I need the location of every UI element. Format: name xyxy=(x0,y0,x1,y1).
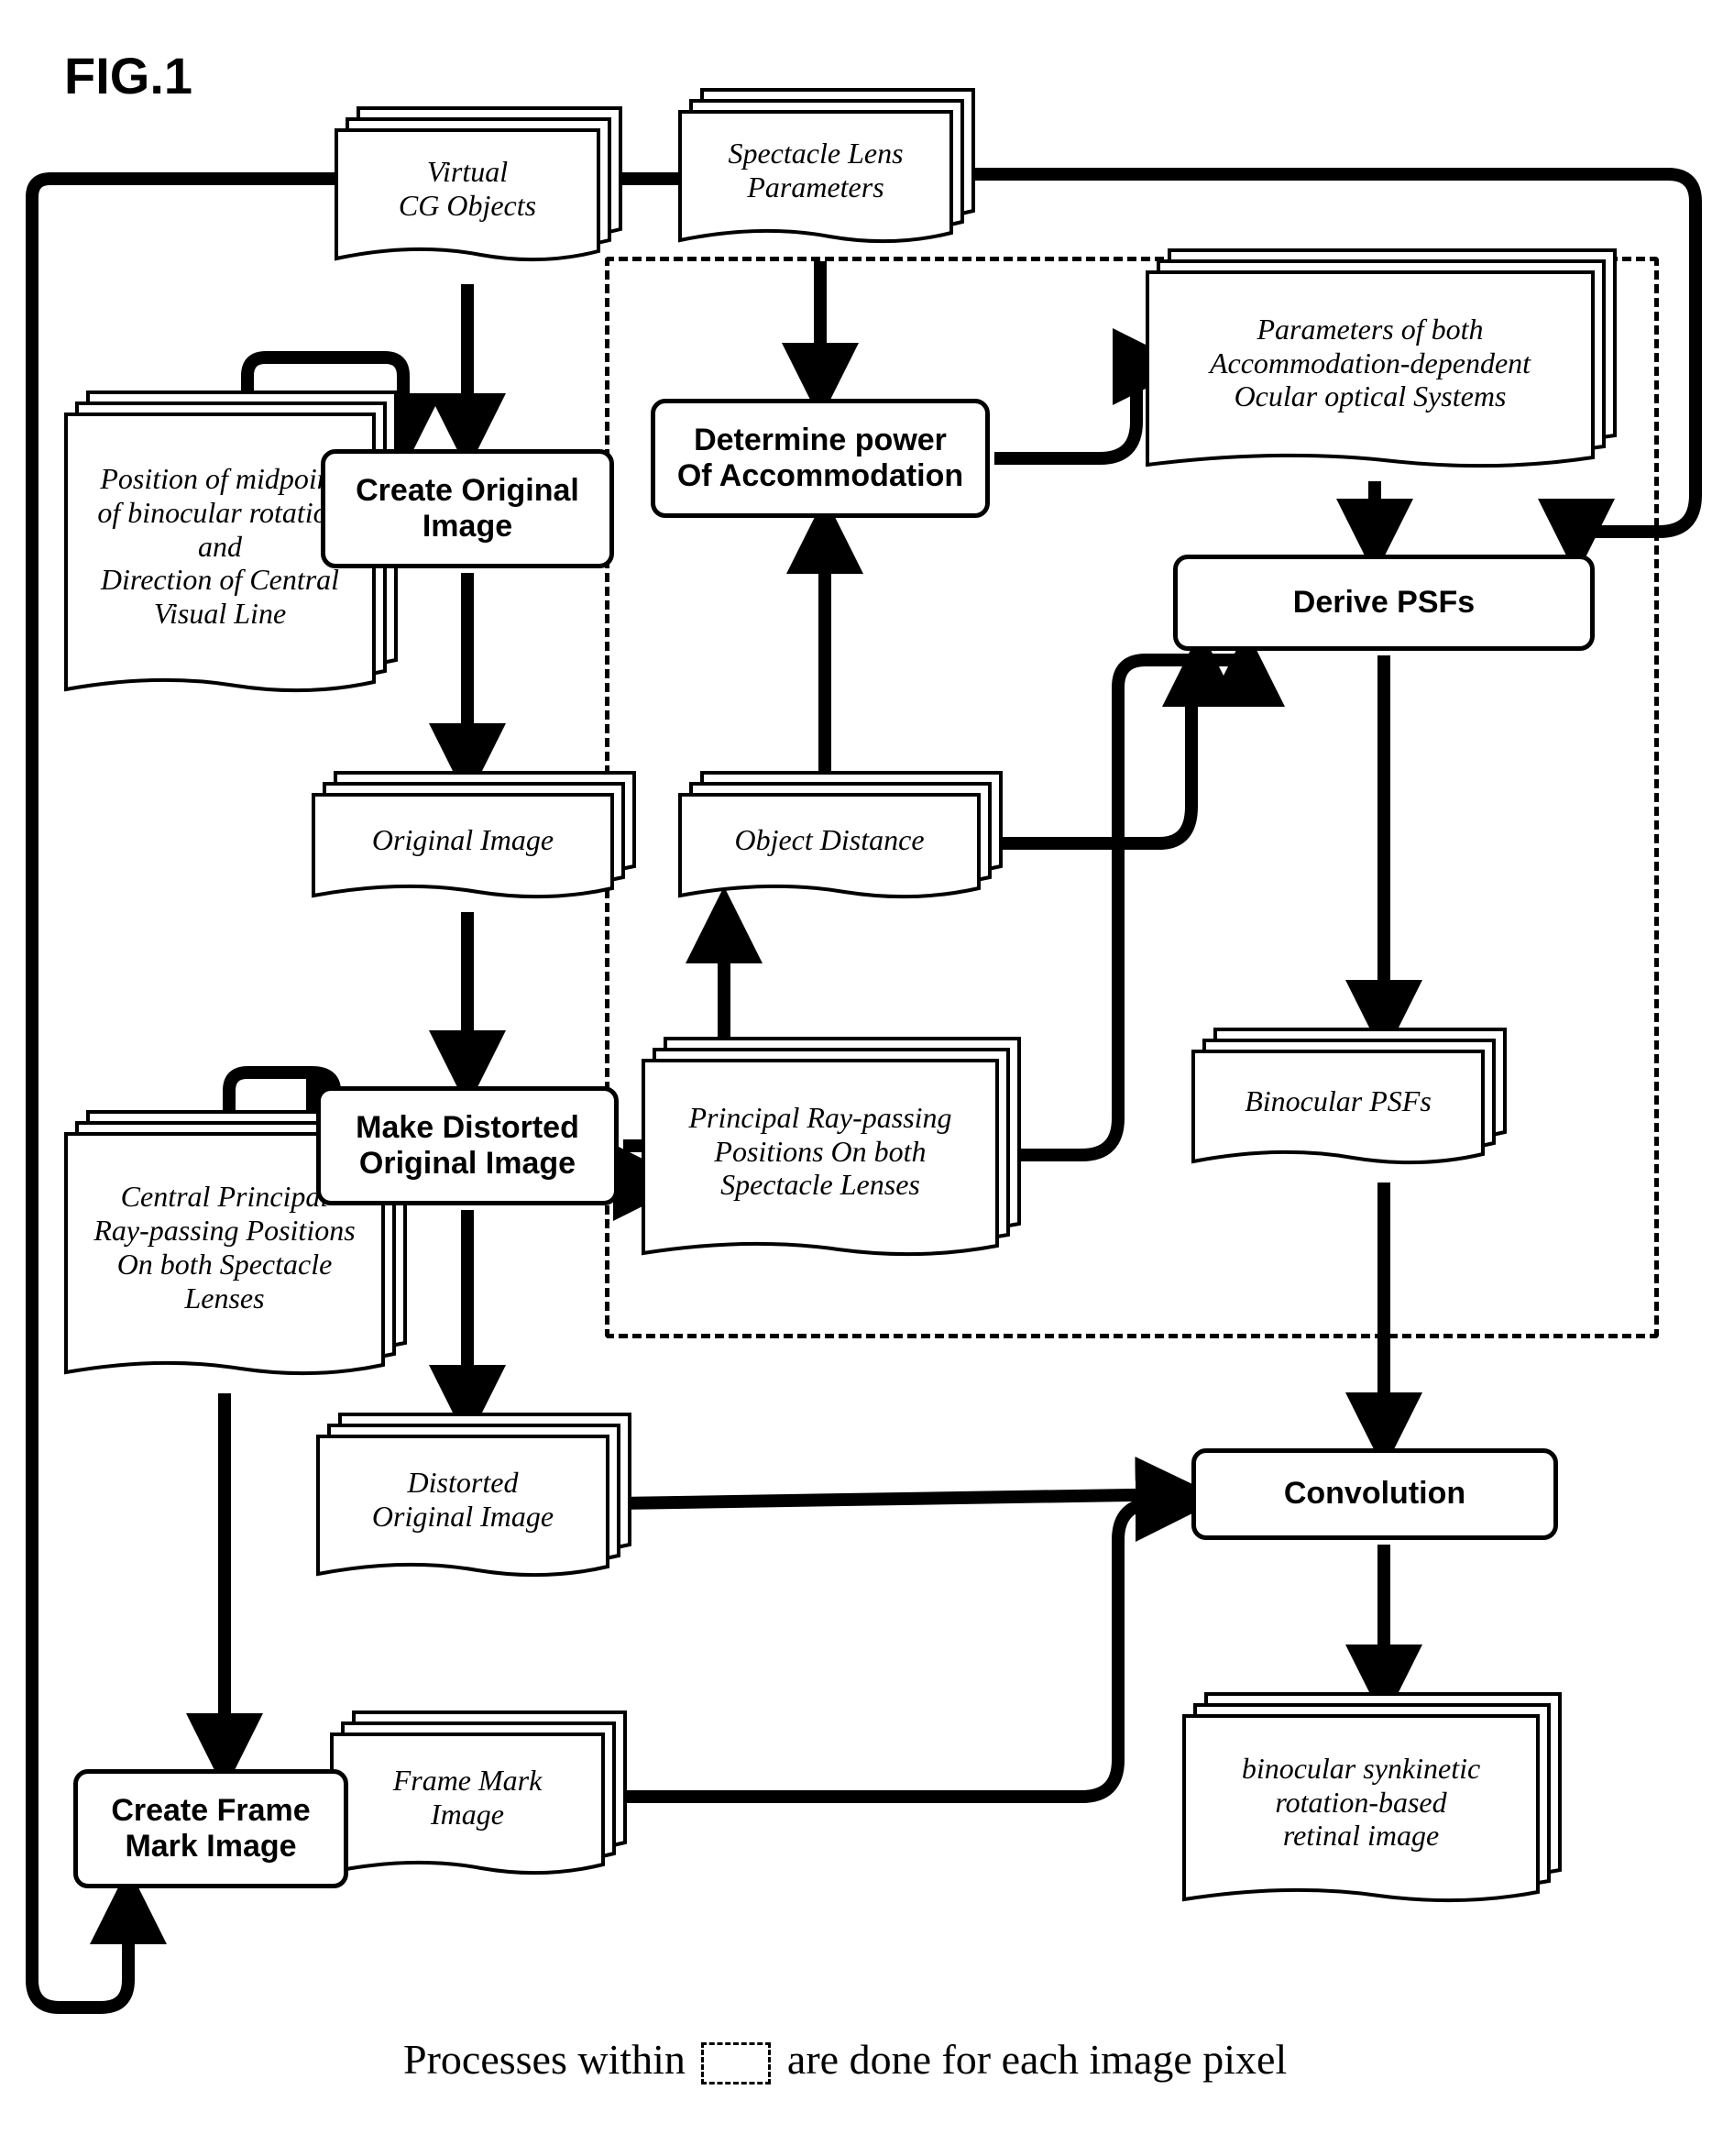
caption-suffix: are done for each image pixel xyxy=(787,2036,1287,2083)
node-distorted_orig: DistortedOriginal Image xyxy=(316,1435,609,1572)
object_distance-label: Object Distance xyxy=(678,793,981,894)
distorted_orig-label: DistortedOriginal Image xyxy=(316,1435,609,1572)
caption-prefix: Processes within xyxy=(403,2036,686,2083)
node-make_distorted: Make DistortedOriginal Image xyxy=(316,1086,619,1205)
node-object_distance: Object Distance xyxy=(678,793,981,894)
node-create_original: Create OriginalImage xyxy=(321,449,614,568)
node-derive_psf: Derive PSFs xyxy=(1173,555,1595,651)
node-determine_power: Determine powerOf Accommodation xyxy=(651,399,990,518)
node-convolution: Convolution xyxy=(1191,1448,1558,1540)
spectacle_lens_params-label: Spectacle LensParameters xyxy=(678,110,953,238)
node-original_image: Original Image xyxy=(312,793,614,894)
convolution-label: Convolution xyxy=(1284,1476,1465,1512)
create_original-box: Create OriginalImage xyxy=(321,449,614,568)
node-result: binocular synkineticrotation-basedretina… xyxy=(1182,1714,1540,1898)
node-virtual_cg: VirtualCG Objects xyxy=(335,128,600,257)
node-binocular_psfs: Binocular PSFs xyxy=(1191,1050,1485,1160)
derive_psf-label: Derive PSFs xyxy=(1293,585,1475,621)
frame_mark_img-label: Frame MarkImage xyxy=(330,1732,605,1870)
determine_power-box: Determine powerOf Accommodation xyxy=(651,399,990,518)
diagram-canvas: FIG.1 VirtualCG ObjectsPosition of midpo… xyxy=(18,18,1716,2138)
caption: Processes within are done for each image… xyxy=(403,2035,1287,2084)
original_image-label: Original Image xyxy=(312,793,614,894)
node-frame_mark_img: Frame MarkImage xyxy=(330,1732,605,1870)
make_distorted-box: Make DistortedOriginal Image xyxy=(316,1086,619,1205)
params_ocular-label: Parameters of bothAccommodation-dependen… xyxy=(1146,270,1595,463)
virtual_cg-label: VirtualCG Objects xyxy=(335,128,600,257)
arrow-distorted_orig-convolution xyxy=(619,1494,1187,1503)
node-create_frame: Create FrameMark Image xyxy=(73,1769,348,1888)
result-label: binocular synkineticrotation-basedretina… xyxy=(1182,1714,1540,1898)
convolution-box: Convolution xyxy=(1191,1448,1558,1540)
create_frame-box: Create FrameMark Image xyxy=(73,1769,348,1888)
principal_ray-label: Principal Ray-passingPositions On bothSp… xyxy=(642,1059,999,1251)
make_distorted-label: Make DistortedOriginal Image xyxy=(356,1110,579,1182)
determine_power-label: Determine powerOf Accommodation xyxy=(677,423,963,494)
binocular_psfs-label: Binocular PSFs xyxy=(1191,1050,1485,1160)
node-params_ocular: Parameters of bothAccommodation-dependen… xyxy=(1146,270,1595,463)
mini-dash-box xyxy=(701,2042,771,2084)
arrow-frame_mark_img-convolution xyxy=(609,1503,1187,1797)
node-principal_ray: Principal Ray-passingPositions On bothSp… xyxy=(642,1059,999,1251)
node-spectacle_lens_params: Spectacle LensParameters xyxy=(678,110,953,238)
derive_psf-box: Derive PSFs xyxy=(1173,555,1595,651)
create_original-label: Create OriginalImage xyxy=(356,473,579,544)
create_frame-label: Create FrameMark Image xyxy=(111,1793,310,1864)
figure-title: FIG.1 xyxy=(64,46,192,105)
